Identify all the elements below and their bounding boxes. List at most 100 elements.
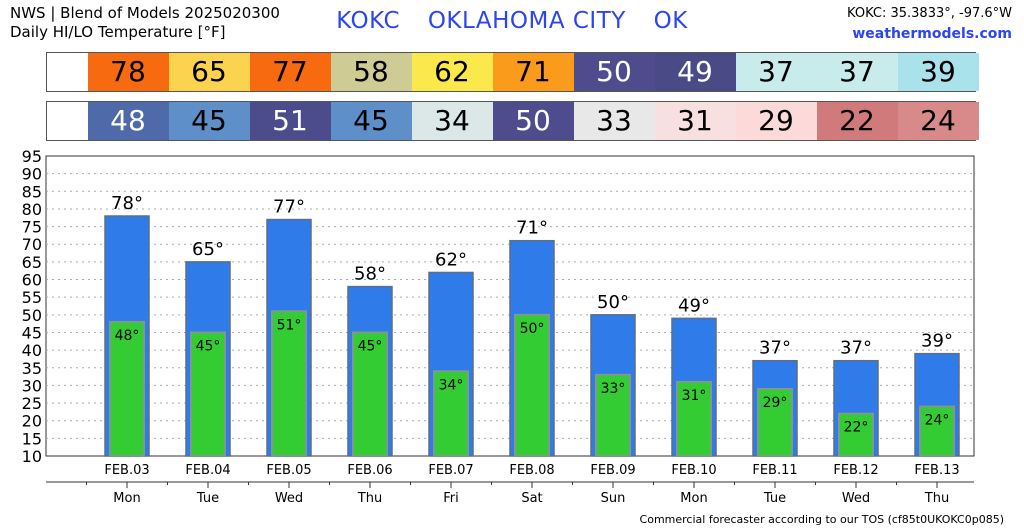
y-tick-label: 65 [22,253,42,272]
x-tick-label: FEB.05 [266,463,311,478]
lo-bar [514,313,550,457]
lo-bar [919,405,955,457]
y-tick-label: 45 [22,323,42,342]
x-tick-label: FEB.04 [185,463,230,478]
lo-bar [190,331,226,457]
y-tick-label: 30 [22,376,42,395]
x-day-label: Mon [113,491,140,506]
hi-data-label: 78° [111,193,143,214]
lo-cell: 50 [492,102,574,140]
x-tick-label: FEB.08 [509,463,554,478]
hi-cell: 78 [87,53,169,91]
x-day-label: Mon [680,491,707,506]
hi-data-label: 77° [273,197,305,218]
y-tick-label: 20 [22,412,42,431]
hi-data-label: 37° [759,338,791,359]
lo-data-label: 29° [763,395,788,411]
x-day-label: Wed [275,491,303,506]
y-tick-label: 40 [22,341,42,360]
hi-cell: 65 [168,53,250,91]
x-day-label: Sat [521,491,542,506]
lo-bar [109,320,145,457]
hi-data-label: 65° [192,239,224,260]
lo-bar [595,373,631,457]
hi-data-label: 49° [678,295,710,316]
lo-data-label: 45° [358,338,383,354]
hi-cell: 50 [573,53,655,91]
hi-cell: 77 [249,53,331,91]
hi-data-label: 62° [435,249,467,270]
y-tick-label: 75 [22,218,42,237]
lo-temperature-strip: 48 45 51 45 34 50 33 31 29 22 24 [46,101,979,141]
x-tick-label: FEB.12 [833,463,878,478]
hi-temperature-strip: 78 65 77 58 62 71 50 49 37 37 39 [46,52,979,92]
site-link[interactable]: weathermodels.com [852,26,1012,42]
y-tick-label: 85 [22,182,42,201]
station-coords: KOKC: 35.3833°, -97.6°W [847,6,1012,21]
lo-cell: 31 [654,102,736,140]
lo-bar [676,380,712,457]
station-id: KOKC [336,8,400,34]
y-tick-label: 50 [22,306,42,325]
station-title: KOKC OKLAHOMA CITY OK [0,8,1024,34]
lo-cell: 51 [249,102,331,140]
x-tick-label: FEB.03 [104,463,149,478]
lo-cell: 33 [573,102,655,140]
x-tick-label: FEB.07 [428,463,473,478]
lo-cell: 22 [816,102,898,140]
x-day-label: Sun [601,491,626,506]
x-day-label: Thu [924,491,949,506]
x-day-label: Wed [842,491,870,506]
lo-cell: 24 [897,102,979,140]
x-tick-label: FEB.06 [347,463,392,478]
lo-bar [838,412,874,458]
lo-cell: 34 [411,102,493,140]
lo-bar [757,387,793,457]
lo-bar [433,370,469,457]
hi-data-label: 50° [597,292,629,313]
lo-data-label: 33° [601,381,626,397]
y-tick-label: 55 [22,288,42,307]
hi-data-label: 37° [840,338,872,359]
hi-cell: 37 [735,53,817,91]
lo-data-label: 34° [439,377,464,393]
x-tick-label: FEB.13 [914,463,959,478]
model-run-label: NWS | Blend of Models 2025020300 [10,4,280,22]
header-left: NWS | Blend of Models 2025020300 Daily H… [10,4,280,42]
product-label: Daily HI/LO Temperature [°F] [10,23,226,41]
hi-cell: 39 [897,53,979,91]
x-day-label: Tue [196,491,219,506]
x-tick-label: FEB.10 [671,463,716,478]
hi-cell: 58 [330,53,412,91]
x-tick-label: FEB.11 [752,463,797,478]
lo-data-label: 31° [682,388,707,404]
y-tick-label: 25 [22,394,42,413]
hi-data-label: 71° [516,218,548,239]
lo-data-label: 45° [196,338,221,354]
lo-data-label: 51° [277,317,302,333]
y-tick-label: 35 [22,359,42,378]
hi-cell: 37 [816,53,898,91]
hi-data-label: 39° [921,331,953,352]
y-tick-label: 60 [22,271,42,290]
hi-data-label: 58° [354,264,386,285]
hi-cell: 49 [654,53,736,91]
y-tick-label: 95 [22,148,42,166]
footer-note: Commercial forecaster according to our T… [639,513,1004,526]
lo-cell: 29 [735,102,817,140]
hi-cell: 62 [411,53,493,91]
y-tick-label: 15 [22,429,42,448]
lo-bar [352,331,388,457]
x-day-label: Thu [357,491,382,506]
station-state: OK [653,8,688,34]
lo-cell: 45 [168,102,250,140]
y-tick-label: 10 [22,447,42,466]
lo-data-label: 22° [844,420,869,436]
x-day-label: Tue [763,491,786,506]
x-day-label: Fri [443,491,459,506]
lo-cell: 45 [330,102,412,140]
hi-cell: 71 [492,53,574,91]
y-tick-label: 70 [22,235,42,254]
x-tick-label: FEB.09 [590,463,635,478]
